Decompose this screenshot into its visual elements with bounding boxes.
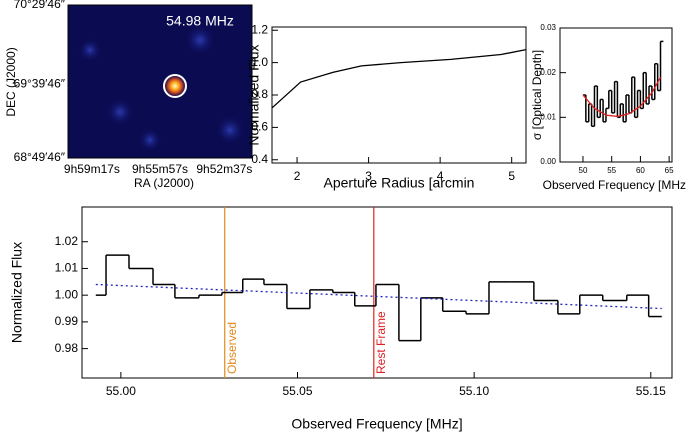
x-tick-label: 65 xyxy=(665,166,674,175)
y-axis-label: Normalized Flux xyxy=(9,242,25,343)
plot-frame xyxy=(81,206,673,379)
x-tick-label: 50 xyxy=(579,166,588,175)
x-axis-label: RA (J2000) xyxy=(134,176,194,190)
x-tick-label: 60 xyxy=(636,166,645,175)
x-tick-label: 55.05 xyxy=(282,384,312,398)
y-tick-label: 0.98 xyxy=(55,341,79,355)
fit-line xyxy=(95,283,662,310)
x-axis-label: Observed Frequency [MHz] xyxy=(291,416,462,432)
y-tick-label: 0.03 xyxy=(540,23,556,32)
fit-line xyxy=(582,76,662,118)
y-tick-label: 0.99 xyxy=(55,314,79,328)
y-axis-label: σ [Optical Depth] xyxy=(530,50,544,140)
x-tick-label: 55 xyxy=(607,166,616,175)
y-tick-label: 0.4 xyxy=(251,152,268,166)
sky-image xyxy=(67,4,253,159)
y-tick-label: 0.8 xyxy=(251,87,268,101)
y-tick-label: 0.6 xyxy=(251,120,268,134)
x-tick-label: 55.15 xyxy=(636,384,666,398)
y-tick-label: 1.2 xyxy=(251,22,268,36)
y-axis-label: DEC (J2000) xyxy=(4,47,18,116)
y-tick-label: 70°29′46″ xyxy=(14,0,66,11)
x-axis-label: Observed Frequency [MHz] xyxy=(543,178,686,192)
x-tick-label: 9h55m57s xyxy=(132,162,188,176)
x-tick-label: 2 xyxy=(294,169,301,183)
y-tick-label: 1.01 xyxy=(55,261,79,275)
x-axis-label: Aperture Radius [arcmin xyxy=(324,175,475,191)
y-tick-label: 1.00 xyxy=(55,287,79,301)
y-tick-label: 0.00 xyxy=(540,157,556,166)
image-annotation: 54.98 MHz xyxy=(166,13,234,29)
marker-label: Observed xyxy=(225,322,239,374)
x-tick-label: 3 xyxy=(365,169,372,183)
y-tick-label: 0.01 xyxy=(540,112,556,121)
marker-label: Rest Frame xyxy=(374,311,388,374)
x-tick-label: 55.00 xyxy=(106,384,136,398)
x-tick-label: 9h52m37s xyxy=(196,162,252,176)
y-tick-label: 69°39′46″ xyxy=(14,77,66,91)
x-tick-label: 4 xyxy=(437,169,444,183)
plot-frame xyxy=(271,26,527,164)
y-tick-label: 0.02 xyxy=(540,68,556,77)
x-tick-label: 55.10 xyxy=(459,384,489,398)
x-tick-label: 5 xyxy=(508,169,515,183)
y-tick-label: 1.0 xyxy=(251,55,268,69)
plot-frame xyxy=(559,27,673,163)
y-axis-label: Normalized Flux xyxy=(246,44,262,145)
y-tick-label: 1.02 xyxy=(55,234,79,248)
curve xyxy=(271,49,527,109)
y-tick-label: 68°49′46″ xyxy=(14,150,66,164)
x-tick-label: 9h59m17s xyxy=(64,162,120,176)
